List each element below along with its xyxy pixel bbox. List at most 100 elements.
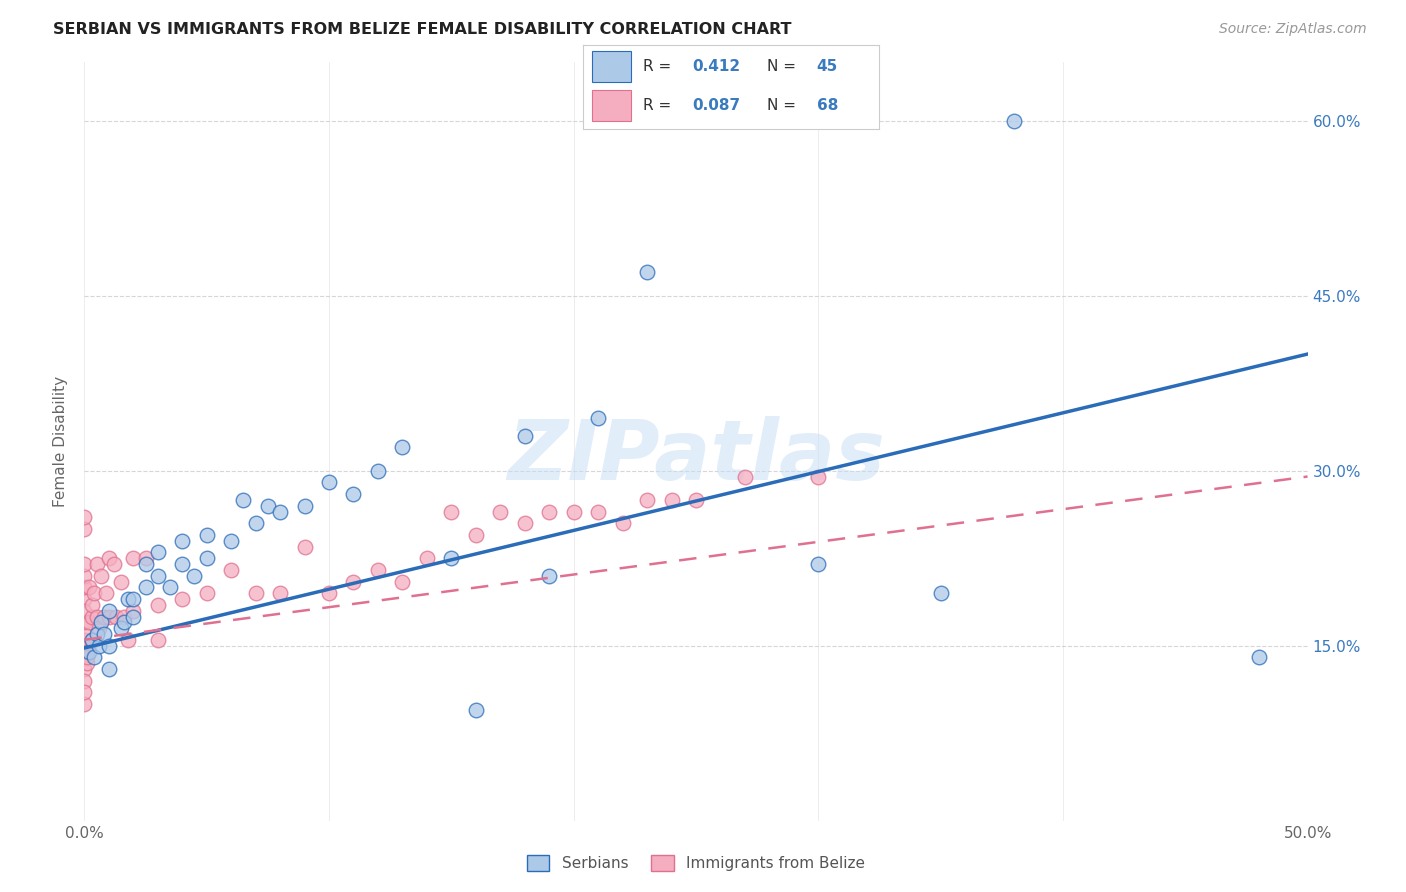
Point xyxy=(97,609,120,624)
Point xyxy=(77,644,100,658)
Point xyxy=(80,609,103,624)
Point xyxy=(76,650,98,665)
Point xyxy=(146,545,169,559)
FancyBboxPatch shape xyxy=(592,52,631,82)
Point xyxy=(73,639,96,653)
Point xyxy=(464,528,486,542)
Point xyxy=(538,504,561,518)
Point xyxy=(586,504,609,518)
Point xyxy=(73,662,96,676)
Point xyxy=(97,551,120,566)
Text: N =: N = xyxy=(766,59,800,74)
Text: 68: 68 xyxy=(817,98,838,113)
Point xyxy=(391,574,413,589)
Point xyxy=(105,609,128,624)
Text: Source: ZipAtlas.com: Source: ZipAtlas.com xyxy=(1219,22,1367,37)
FancyBboxPatch shape xyxy=(592,90,631,120)
Point xyxy=(172,557,194,571)
Point xyxy=(146,568,169,582)
Point xyxy=(342,487,364,501)
Point xyxy=(245,516,267,531)
Point xyxy=(73,557,96,571)
Text: ZIPatlas: ZIPatlas xyxy=(508,417,884,497)
Point xyxy=(90,615,112,630)
Point xyxy=(73,697,96,711)
Y-axis label: Female Disability: Female Disability xyxy=(53,376,69,508)
Text: SERBIAN VS IMMIGRANTS FROM BELIZE FEMALE DISABILITY CORRELATION CHART: SERBIAN VS IMMIGRANTS FROM BELIZE FEMALE… xyxy=(53,22,792,37)
Point xyxy=(93,609,115,624)
Point xyxy=(73,522,96,536)
Point xyxy=(929,586,952,600)
Point xyxy=(807,557,830,571)
Point xyxy=(661,492,683,507)
Point xyxy=(612,516,634,531)
Point xyxy=(77,580,100,594)
Point xyxy=(83,650,105,665)
Point xyxy=(86,627,108,641)
Point xyxy=(245,586,267,600)
Point xyxy=(80,632,103,647)
Point xyxy=(122,592,145,607)
Point xyxy=(73,644,96,658)
Point xyxy=(80,632,103,647)
Point xyxy=(135,551,157,566)
Point xyxy=(159,580,181,594)
Point xyxy=(416,551,439,566)
Point xyxy=(86,609,108,624)
Point xyxy=(219,533,242,548)
Point xyxy=(464,703,486,717)
Text: R =: R = xyxy=(643,98,676,113)
Point xyxy=(73,685,96,699)
Text: N =: N = xyxy=(766,98,800,113)
Point xyxy=(318,586,340,600)
Point xyxy=(80,598,103,612)
Point xyxy=(110,574,132,589)
Point xyxy=(83,586,105,600)
Point xyxy=(73,568,96,582)
Point xyxy=(318,475,340,490)
Point xyxy=(538,568,561,582)
Point xyxy=(367,464,389,478)
Point xyxy=(146,632,169,647)
Point xyxy=(97,639,120,653)
Text: R =: R = xyxy=(643,59,676,74)
Point xyxy=(73,510,96,524)
Point xyxy=(807,469,830,483)
Point xyxy=(367,563,389,577)
Point xyxy=(269,504,291,518)
Point xyxy=(257,499,280,513)
Point xyxy=(562,504,585,518)
Point xyxy=(87,621,110,635)
Point xyxy=(87,639,110,653)
Text: 45: 45 xyxy=(817,59,838,74)
Point xyxy=(117,592,139,607)
Point xyxy=(110,621,132,635)
Point xyxy=(219,563,242,577)
Point xyxy=(77,615,100,630)
Point xyxy=(294,499,316,513)
Point xyxy=(112,609,135,624)
Point xyxy=(685,492,707,507)
Point xyxy=(73,615,96,630)
Point xyxy=(73,604,96,618)
Point xyxy=(636,265,658,279)
Point xyxy=(76,644,98,658)
Point xyxy=(734,469,756,483)
Point xyxy=(183,568,205,582)
Point xyxy=(93,627,115,641)
Point xyxy=(73,632,96,647)
Point xyxy=(172,533,194,548)
Point xyxy=(232,492,254,507)
Point xyxy=(97,604,120,618)
Point xyxy=(146,598,169,612)
Text: 0.087: 0.087 xyxy=(693,98,741,113)
Point xyxy=(73,627,96,641)
Legend: Serbians, Immigrants from Belize: Serbians, Immigrants from Belize xyxy=(520,849,872,878)
Point xyxy=(195,551,218,566)
Point xyxy=(172,592,194,607)
Point xyxy=(195,586,218,600)
Point xyxy=(86,557,108,571)
Point xyxy=(76,656,98,670)
Point xyxy=(586,411,609,425)
Point xyxy=(513,428,536,442)
